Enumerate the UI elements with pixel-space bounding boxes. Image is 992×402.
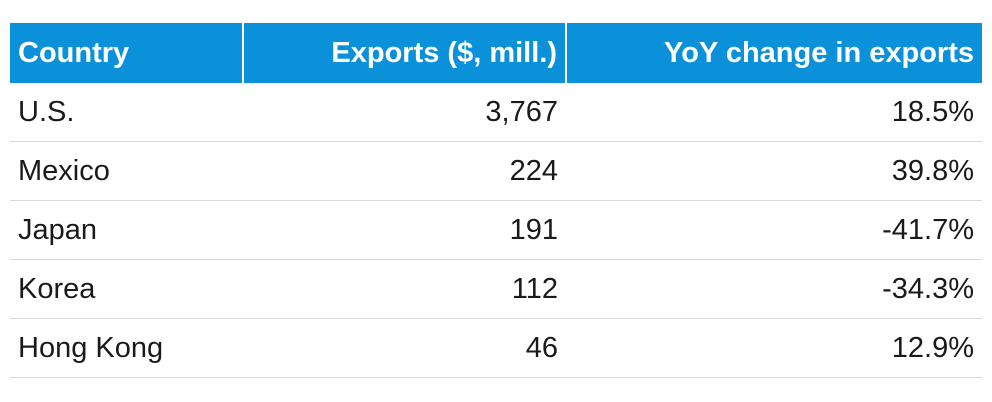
yoy-change-cell: 12.9% [566, 318, 982, 378]
country-cell: U.S. [10, 83, 243, 142]
exports-cell: 112 [243, 259, 566, 319]
table-row: Korea 112 -34.3% [10, 259, 982, 319]
exports-cell: 3,767 [243, 83, 566, 142]
exports-table: Country Exports ($, mill.) YoY change in… [10, 23, 982, 378]
country-cell: Hong Kong [10, 318, 243, 378]
country-cell: Japan [10, 200, 243, 260]
country-cell: Mexico [10, 141, 243, 201]
exports-cell: 224 [243, 141, 566, 201]
country-cell: Korea [10, 259, 243, 319]
exports-cell: 46 [243, 318, 566, 378]
column-header-country: Country [10, 23, 243, 83]
table-row: Japan 191 -41.7% [10, 200, 982, 260]
table-header: Country Exports ($, mill.) YoY change in… [10, 23, 982, 83]
table-row: Hong Kong 46 12.9% [10, 318, 982, 378]
yoy-change-cell: -41.7% [566, 200, 982, 260]
header-row: Country Exports ($, mill.) YoY change in… [10, 23, 982, 83]
column-header-exports: Exports ($, mill.) [242, 23, 566, 83]
exports-table-container: Country Exports ($, mill.) YoY change in… [10, 23, 982, 378]
table-body: U.S. 3,767 18.5% Mexico 224 39.8% Japan … [10, 83, 982, 378]
yoy-change-cell: -34.3% [566, 259, 982, 319]
yoy-change-cell: 39.8% [566, 141, 982, 201]
table-row: Mexico 224 39.8% [10, 141, 982, 201]
exports-cell: 191 [243, 200, 566, 260]
column-header-yoy-change: YoY change in exports [565, 23, 982, 83]
yoy-change-cell: 18.5% [566, 83, 982, 142]
table-row: U.S. 3,767 18.5% [10, 83, 982, 142]
